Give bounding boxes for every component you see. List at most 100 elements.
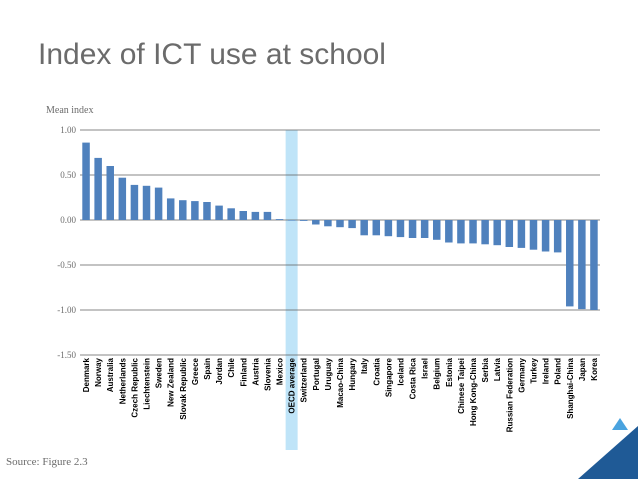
x-tick-label: Serbia — [481, 357, 490, 382]
bar — [227, 208, 235, 220]
x-tick-label: Sweden — [155, 358, 164, 388]
bar — [166, 198, 175, 220]
x-tick-label: Liechtenstein — [143, 358, 152, 410]
bar — [553, 220, 562, 253]
bar — [336, 220, 344, 228]
slide-title: Index of ICT use at school — [38, 38, 386, 71]
bar — [590, 220, 598, 310]
bar — [384, 220, 393, 237]
x-tick-label: Portugal — [312, 358, 321, 390]
bar — [82, 142, 90, 220]
y-tick-label: -1.00 — [57, 305, 76, 315]
oecd-average-highlight — [285, 130, 298, 450]
x-tick-label: Poland — [554, 358, 563, 385]
bar — [215, 205, 223, 220]
bar — [420, 220, 429, 238]
bar — [348, 220, 356, 229]
bar — [493, 220, 501, 246]
x-tick-label: Costa Rica — [409, 357, 418, 399]
y-tick-label: 0.50 — [60, 170, 76, 180]
x-tick-label: Hungary — [348, 357, 357, 390]
bar — [324, 220, 332, 227]
x-tick-label: Germany — [517, 357, 526, 392]
bar — [517, 220, 526, 248]
bar — [275, 219, 284, 220]
x-tick-label: Latvia — [493, 357, 502, 381]
x-tick-label: Uruguay — [324, 357, 333, 390]
x-tick-label: Ireland — [542, 358, 551, 384]
x-tick-label: Japan — [578, 358, 587, 381]
bar — [481, 220, 489, 245]
bar — [154, 187, 163, 220]
source-note: Source: Figure 2.3 — [6, 456, 88, 468]
bar — [263, 211, 272, 220]
bar — [130, 184, 139, 220]
bar — [445, 220, 453, 243]
x-tick-label: Belgium — [433, 358, 442, 390]
x-tick-label: Russian Federation — [505, 358, 514, 432]
x-tick-label: Croatia — [372, 357, 381, 385]
x-tick-label: Finland — [239, 358, 248, 387]
x-tick-label: Hong Kong-China — [469, 357, 478, 426]
bar — [203, 202, 211, 220]
corner-triangle-dark — [578, 426, 638, 479]
y-tick-label: 0.00 — [60, 215, 76, 225]
x-tick-label: Israel — [421, 358, 430, 379]
bar — [118, 177, 127, 220]
bar — [251, 211, 260, 220]
bar — [432, 220, 441, 240]
bar — [541, 220, 550, 252]
bar — [106, 166, 114, 220]
x-tick-label: Czech Republic — [130, 357, 139, 417]
x-tick-label: Denmark — [82, 357, 91, 392]
x-tick-label: Korea — [590, 357, 599, 380]
y-tick-label: 1.00 — [60, 125, 76, 135]
bar — [372, 220, 381, 236]
x-tick-label: Austria — [251, 357, 260, 385]
x-tick-label: Estonia — [445, 357, 454, 386]
x-tick-label: Shanghai-China — [566, 357, 575, 418]
x-tick-label: Mexico — [276, 358, 285, 385]
bar — [396, 220, 405, 238]
x-tick-label: Norway — [94, 357, 103, 386]
bar — [408, 220, 417, 238]
bar — [142, 185, 151, 220]
bar — [312, 220, 320, 225]
bar — [239, 211, 248, 220]
bar — [360, 220, 368, 236]
x-tick-label: Slovenia — [263, 357, 272, 390]
x-tick-label: Switzerland — [300, 358, 309, 403]
x-tick-label: New Zealand — [167, 358, 176, 407]
bar — [191, 201, 199, 220]
x-tick-label: Australia — [106, 357, 115, 392]
bar — [469, 220, 477, 244]
bar — [179, 200, 187, 220]
bar — [578, 220, 586, 310]
x-tick-label: Chinese Taipei — [457, 358, 466, 414]
x-tick-label: OECD average — [288, 357, 297, 413]
x-tick-label: Italy — [360, 357, 369, 374]
y-axis-label: Mean index — [46, 105, 94, 116]
x-tick-label: Slovak Republic — [179, 357, 188, 419]
bar — [287, 220, 296, 221]
bar — [505, 220, 514, 247]
x-tick-label: Singapore — [384, 357, 393, 397]
x-tick-label: Macao-China — [336, 357, 345, 407]
bar — [299, 220, 308, 221]
bar — [529, 220, 538, 250]
x-tick-label: Spain — [203, 358, 212, 380]
x-tick-label: Iceland — [396, 358, 405, 386]
bar — [566, 220, 574, 307]
bar — [94, 157, 102, 220]
x-tick-label: Jordan — [215, 358, 224, 385]
y-tick-label: -1.50 — [57, 350, 76, 360]
bar — [457, 220, 465, 244]
x-tick-label: Netherlands — [118, 357, 127, 404]
corner-triangle-light — [612, 418, 628, 430]
corner-decoration — [578, 418, 638, 479]
x-tick-label: Greece — [191, 357, 200, 385]
x-tick-label: Turkey — [529, 357, 538, 383]
x-tick-label: Chile — [227, 357, 236, 377]
y-tick-label: -0.50 — [57, 260, 76, 270]
